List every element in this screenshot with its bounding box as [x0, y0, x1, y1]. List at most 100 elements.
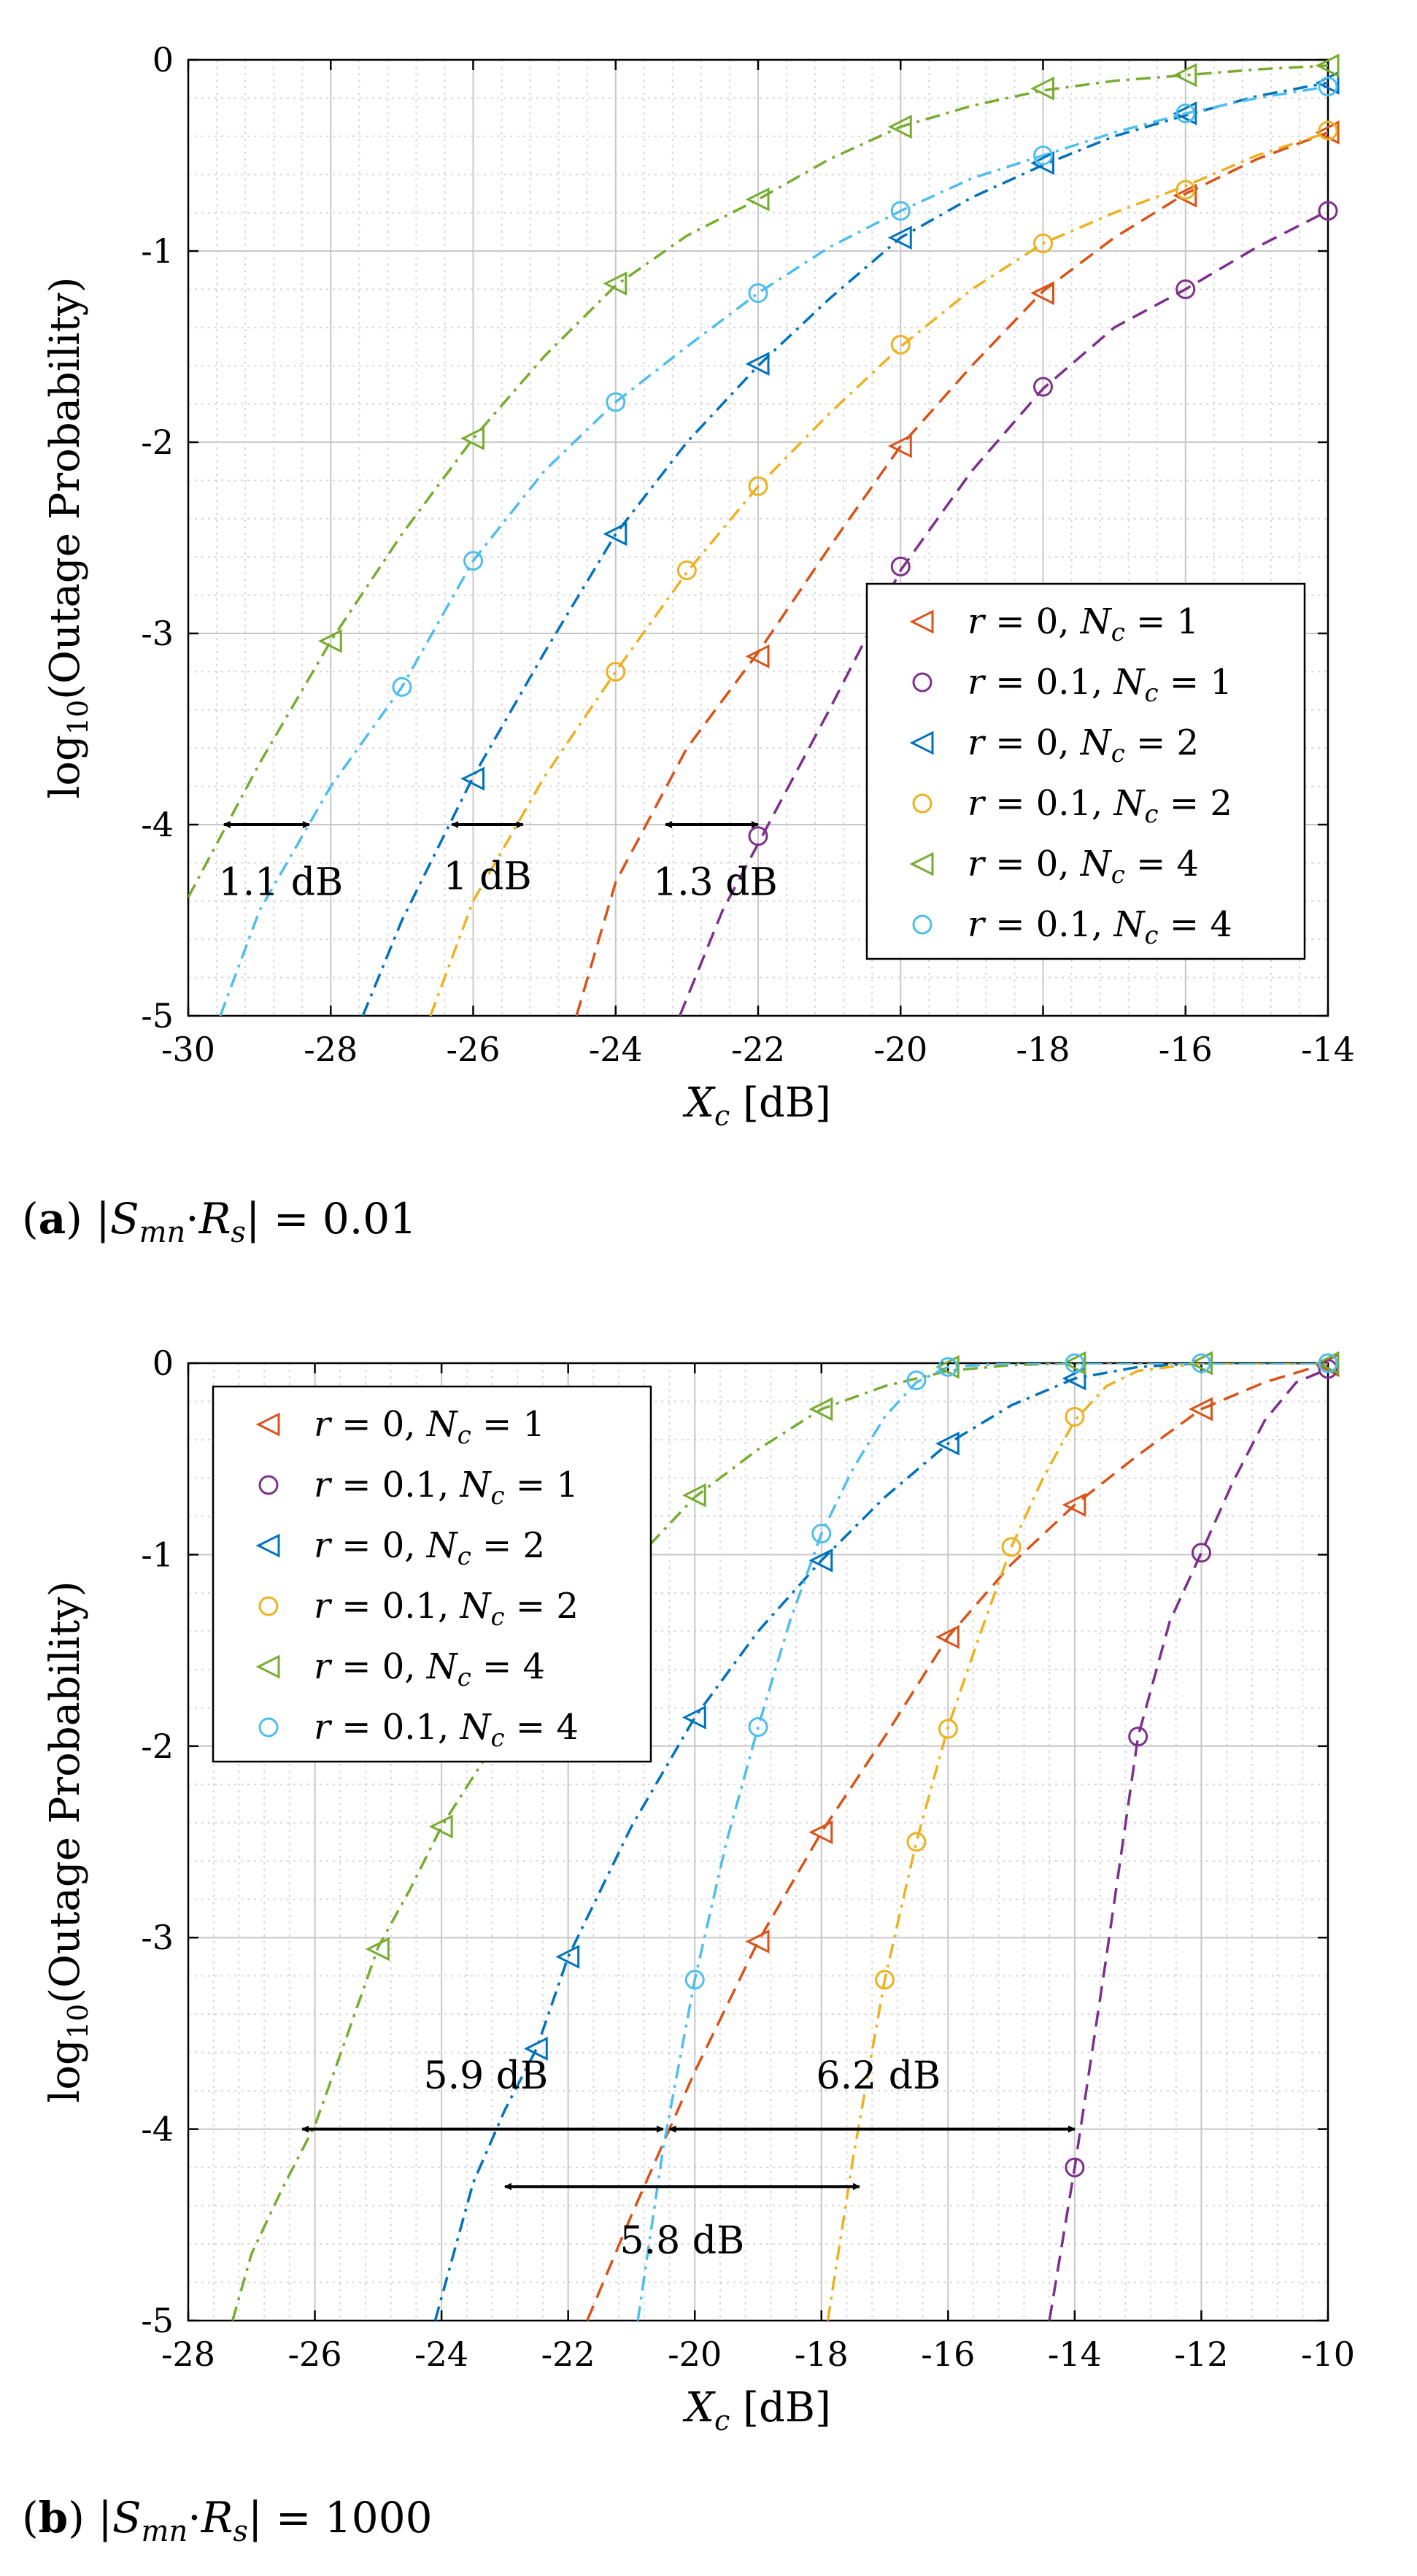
data-point-1 [745, 644, 770, 668]
y-tick-label: 0 [152, 1343, 174, 1383]
panel-caption: (a) |Smn·Rs| = 0.01 [22, 1194, 417, 1249]
data-point-6 [938, 1357, 958, 1377]
x-tick-label: -18 [795, 2334, 849, 2374]
data-point-1 [1062, 1492, 1086, 1517]
x-tick-label: -26 [446, 1030, 500, 1069]
y-tick-label: -2 [141, 1727, 174, 1766]
series-line-3 [433, 1363, 1328, 2321]
data-point-1 [1315, 120, 1340, 144]
x-tick-label: -16 [921, 2334, 975, 2374]
series-line-6 [636, 1363, 1328, 2321]
y-axis-label: log10(Outage Probability) [42, 1581, 94, 2102]
legend-label-1: r = 0, Nc = 1 [968, 601, 1199, 647]
x-tick-label: -20 [873, 1030, 927, 1069]
x-tick-label: -20 [668, 2334, 722, 2374]
legend-marker-2 [258, 1475, 279, 1495]
data-point-4 [1065, 1406, 1085, 1427]
x-tick-label: -28 [161, 2334, 215, 2374]
x-tick-label: -26 [288, 2334, 342, 2374]
data-point-6 [1065, 1353, 1085, 1373]
x-axis-label: Xc [dB] [682, 2384, 831, 2437]
legend-box [865, 582, 1306, 960]
legend-marker-4 [258, 1596, 279, 1616]
y-tick-label: -2 [141, 423, 174, 462]
legend: r = 0, Nc = 1 r = 0.1, Nc = 1 r = 0, Nc = … [865, 582, 1306, 960]
data-point-6 [1033, 145, 1053, 166]
series-line-3 [361, 81, 1328, 1016]
x-axis-label: Xc [dB] [682, 1079, 831, 1132]
data-point-3 [682, 1705, 706, 1729]
legend-marker-6 [258, 1717, 279, 1738]
data-point-5 [935, 1354, 960, 1379]
data-point-1 [808, 1820, 833, 1845]
data-point-6 [463, 550, 483, 571]
legend-box [212, 1385, 652, 1763]
data-point-1 [1173, 183, 1197, 208]
data-point-3 [808, 1548, 833, 1573]
legend-marker-5 [909, 852, 934, 876]
legend-label-3: r = 0, Nc = 2 [968, 722, 1199, 768]
legend-label-1: r = 0, Nc = 1 [314, 1404, 545, 1450]
y-tick-label: -1 [141, 231, 174, 271]
gap-label-3: 5.8 dB [619, 2219, 744, 2263]
series-line-5 [188, 64, 1328, 898]
chart-panel-a: -30 -28 -26 -24 -22 -20 -18 -16 -14 0 -1 -2 -3 -4 -5 Xc… [22, 40, 1355, 1249]
data-point-6 [392, 676, 412, 697]
annotations: 1.1 dB 1 dB 1.3 dB [219, 821, 778, 905]
gap-label-1: 5.9 dB [423, 2054, 548, 2098]
series-line-1 [575, 131, 1328, 1016]
data-point-4 [875, 1970, 895, 1990]
data-point-4 [748, 476, 768, 496]
series-line-2 [1048, 1368, 1328, 2321]
legend-label-6: r = 0.1, Nc = 4 [968, 904, 1232, 950]
legend-label-4: r = 0.1, Nc = 2 [968, 783, 1232, 829]
data-point-6 [811, 1524, 832, 1544]
legend-label-5: r = 0, Nc = 4 [968, 844, 1199, 890]
data-point-4 [1175, 180, 1196, 200]
gap-label-3: 1.3 dB [653, 861, 778, 905]
y-axis-label: log10(Outage Probability) [42, 277, 94, 798]
data-point-6 [748, 1717, 768, 1738]
x-tick-label: -10 [1301, 2334, 1355, 2374]
data-point-4 [1001, 1537, 1022, 1557]
legend-marker-3 [255, 1533, 280, 1558]
data-point-5 [460, 426, 484, 451]
x-tick-label: -30 [161, 1030, 215, 1069]
x-tick-label: -22 [541, 2334, 595, 2374]
data-point-5 [1315, 1351, 1340, 1376]
legend-marker-1 [909, 609, 934, 634]
data-point-5 [1315, 53, 1340, 78]
legend-label-2: r = 0.1, Nc = 1 [314, 1465, 579, 1511]
x-tick-label: -14 [1301, 1030, 1355, 1069]
data-point-4 [938, 1719, 958, 1739]
plot-area [231, 1363, 1328, 2321]
data-point-2 [1191, 1543, 1211, 1563]
legend-marker-6 [912, 914, 933, 935]
data-point-1 [887, 433, 912, 458]
data-point-5 [428, 1814, 453, 1839]
data-point-1 [745, 1929, 770, 1954]
gap-label-2: 1 dB [443, 855, 531, 899]
data-point-3 [1173, 101, 1197, 126]
data-point-3 [887, 225, 912, 250]
series-line-2 [678, 209, 1328, 1016]
data-point-5 [745, 187, 770, 212]
data-point-6 [1318, 1353, 1338, 1373]
data-point-3 [555, 1945, 580, 1969]
data-point-2 [1033, 377, 1053, 397]
data-point-5 [365, 1937, 390, 1962]
y-tick-label: -5 [141, 2301, 174, 2340]
data-point-3 [1062, 1366, 1086, 1391]
data-point-6 [1175, 103, 1196, 123]
x-tick-label: -16 [1159, 1030, 1213, 1069]
data-point-6 [906, 1370, 927, 1391]
data-point-1 [1189, 1397, 1213, 1422]
data-point-3 [935, 1431, 960, 1456]
series-line-4 [826, 1363, 1328, 2321]
legend-marker-4 [912, 793, 933, 814]
data-point-1 [935, 1624, 960, 1649]
panel-caption: (b) |Smn·Rs| = 1000 [22, 2493, 433, 2548]
y-tick-label: -1 [141, 1535, 174, 1574]
legend-label-2: r = 0.1, Nc = 1 [968, 662, 1232, 708]
